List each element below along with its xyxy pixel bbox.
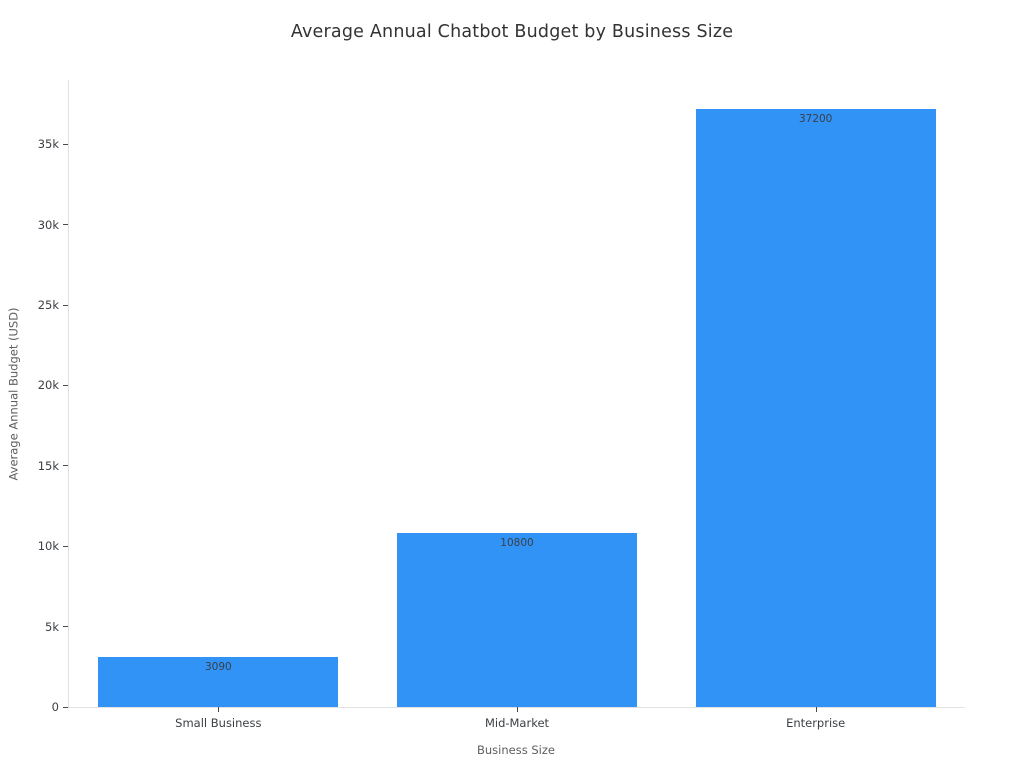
bar-small-business: 3090 (98, 657, 339, 707)
y-tick-mark (63, 384, 68, 386)
y-tick-label: 0 (51, 700, 59, 714)
y-tick-mark (63, 304, 68, 306)
bar-mid-market: 10800 (397, 533, 637, 707)
chart-title: Average Annual Chatbot Budget by Busines… (290, 22, 734, 42)
y-tick-label: 30k (37, 217, 59, 232)
x-tick-label: Enterprise (786, 716, 846, 730)
y-tick-mark (63, 224, 68, 226)
y-tick-mark (63, 465, 68, 467)
y-axis-title-wrap: Average Annual Budget (USD) (0, 80, 28, 707)
x-tick-label: Small Business (175, 716, 262, 730)
x-tick-label: Mid-Market (484, 716, 550, 730)
x-tick-mark (517, 707, 518, 712)
y-tick-label: 20k (37, 378, 59, 393)
y-tick-label: 10k (37, 539, 59, 554)
y-tick-label: 25k (37, 298, 59, 313)
y-tick-label: 15k (37, 458, 59, 473)
bar-value-label: 3090 (204, 661, 232, 674)
y-tick-mark (63, 545, 68, 547)
y-tick-mark (63, 143, 68, 145)
y-axis-title: Average Annual Budget (USD) (7, 306, 22, 481)
bar-enterprise: 37200 (695, 108, 936, 707)
y-tick-label: 5k (45, 619, 59, 634)
x-tick-mark (218, 707, 220, 712)
y-tick-label: 35k (37, 137, 59, 152)
x-axis-title: Business Size (477, 743, 555, 757)
y-tick-mark (63, 626, 68, 628)
bar-value-label: 10800 (500, 537, 534, 550)
bar-value-label: 37200 (798, 112, 833, 125)
y-tick-mark (63, 706, 68, 708)
plot-area: 0 5k 10k 15k 20k 25k 30k 35k 3090 Small Business 1… (38, 80, 965, 730)
x-tick-mark (815, 707, 817, 712)
